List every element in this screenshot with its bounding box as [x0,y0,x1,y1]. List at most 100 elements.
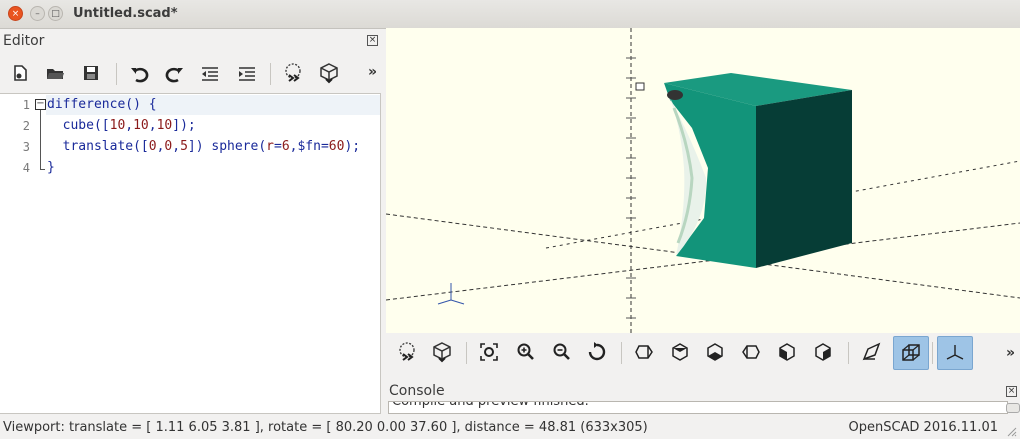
view-bottom-icon[interactable] [704,341,726,363]
fold-end [40,169,45,170]
show-axes-toggle[interactable] [937,336,973,370]
code-token: r [266,139,274,154]
code-line: cube([10,10,10]); [47,118,196,133]
save-icon[interactable] [80,62,102,84]
more-tools-icon[interactable]: » [368,64,378,80]
code-token: 10 [133,118,149,133]
code-token: , [125,118,134,133]
close-console-icon[interactable]: × [1006,386,1017,397]
view-back-icon[interactable] [812,341,834,363]
code-token: difference [47,97,126,112]
line-number: 1 [22,98,30,112]
code-token: } [47,160,55,175]
console-scrollbar[interactable] [1006,403,1020,413]
code-token: ,$fn= [289,139,329,154]
unindent-icon[interactable] [199,62,221,84]
render-icon[interactable] [431,341,453,363]
3d-viewport[interactable] [385,28,1020,333]
title-bar: × – □ Untitled.scad* [0,0,1020,29]
code-editor[interactable]: 1 2 3 4 − difference() { cube([10,10,10]… [0,93,381,414]
resize-grip-icon[interactable] [1005,425,1017,437]
toolbar-separator [116,63,117,85]
view-all-icon[interactable] [478,341,500,363]
zoom-in-icon[interactable] [515,341,537,363]
view-left-icon[interactable] [740,341,762,363]
line-number-gutter: 1 2 3 4 − [0,94,46,413]
x-axis-line [385,222,1020,301]
console-panel-header: Console × [386,383,1020,401]
code-token: , [156,139,165,154]
perspective-icon [902,344,920,361]
preview-icon[interactable] [282,62,304,84]
view-front-icon[interactable] [776,341,798,363]
code-token: 6 [281,139,290,154]
maximize-window-button[interactable]: □ [48,6,63,21]
minimize-window-button[interactable]: – [30,6,45,21]
line-number: 3 [22,140,30,154]
sphere-cut-surface [670,98,707,256]
zoom-out-icon[interactable] [551,341,573,363]
code-token: ]) sphere( [187,139,267,154]
redo-icon[interactable] [164,62,186,84]
cube-front-face [664,83,756,268]
toolbar-separator [466,342,467,364]
view-toolbar: » [386,336,1020,372]
indent-icon[interactable] [236,62,258,84]
sphere-cut-edge [667,90,683,100]
axis-marker-icon [635,82,645,91]
y-axis-line [385,213,1020,299]
fold-line [40,110,41,169]
editor-panel-header: Editor × [0,30,384,52]
more-view-tools-icon[interactable]: » [1006,345,1016,361]
code-line: difference() { [47,97,157,112]
code-token: , [148,118,157,133]
cube-top-face [664,73,852,106]
code-token: () [125,97,141,112]
cube-right-face [756,90,852,268]
preview-icon[interactable] [396,341,418,363]
z-axis-ticks [626,57,636,319]
console-output[interactable]: Compile and preview finished. [388,401,1008,414]
open-file-icon[interactable] [44,62,66,84]
code-token: ([ [93,118,110,133]
axes-indicator-icon [437,283,465,305]
line-number: 2 [22,119,30,133]
code-token: 0 [148,139,157,154]
code-token: ([ [133,139,149,154]
code-line: translate([0,0,5]) sphere(r=6,$fn=60); [47,139,360,154]
sphere-cut-shading [672,107,694,244]
new-file-icon[interactable] [9,62,31,84]
console-text: Compile and preview finished. [392,401,589,409]
show-axes-icon [946,345,964,360]
toolbar-separator [932,342,933,364]
console-label: Console [389,383,445,399]
undo-icon[interactable] [128,62,150,84]
editor-label: Editor [3,33,45,49]
code-token: ); [344,139,361,154]
fold-marker-icon[interactable]: − [35,98,46,110]
scene-render [385,28,1020,333]
viewport-status-text: Viewport: translate = [ 1.11 6.05 3.81 ]… [3,420,648,435]
current-line-highlight [46,95,380,115]
view-right-icon[interactable] [633,341,655,363]
toolbar-separator [621,342,622,364]
reset-view-icon[interactable] [586,341,608,363]
code-token: 60 [328,139,345,154]
diagonal-view-icon[interactable] [860,341,882,363]
view-top-icon[interactable] [669,341,691,363]
code-token: translate [47,139,134,154]
toolbar-separator [848,342,849,364]
close-editor-icon[interactable]: × [367,35,378,46]
code-token: 10 [156,118,173,133]
render-icon[interactable] [318,62,340,84]
close-window-button[interactable]: × [8,6,23,21]
status-bar: Viewport: translate = [ 1.11 6.05 3.81 ]… [0,416,1020,439]
version-label: OpenSCAD 2016.11.01 [848,420,998,435]
code-token: 0 [164,139,173,154]
perspective-toggle[interactable] [893,336,929,370]
code-token: { [140,97,157,112]
code-token: ]); [172,118,196,133]
toolbar-separator [270,63,271,85]
window-title: Untitled.scad* [73,6,178,21]
line-number: 4 [22,161,30,175]
